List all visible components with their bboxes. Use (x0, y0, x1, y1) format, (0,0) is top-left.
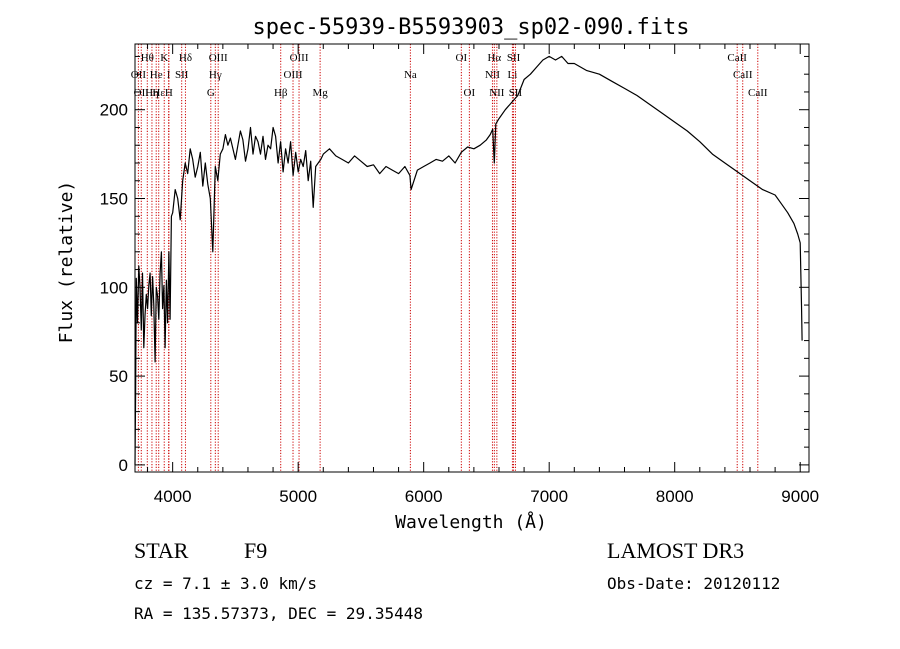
spectrum-plot: spec-55939-B5593903_sp02-090.fits OII OII… (56, 15, 819, 533)
coordinates: RA = 135.57373, DEC = 29.35448 (134, 604, 423, 623)
spectral-line-label: G (207, 87, 215, 99)
spectral-line-label: Mg (312, 87, 328, 99)
redshift-velocity: cz = 7.1 ± 3.0 km/s (134, 574, 318, 593)
y-tick-label: 100 (100, 278, 128, 297)
y-axis-label: Flux (relative) (56, 181, 77, 344)
spectral-line-label: SII (507, 52, 521, 64)
spectral-line-label: Hθ (141, 52, 154, 64)
survey-name: LAMOST DR3 (607, 538, 745, 563)
x-tick-label: 6000 (405, 487, 443, 506)
spectrum-line (134, 55, 803, 465)
spectral-line-label: SII (175, 69, 189, 81)
spectral-line-label: He (150, 69, 163, 81)
y-tick-label: 200 (100, 101, 128, 120)
y-tick-label: 50 (109, 367, 128, 386)
x-tick-label: 9000 (781, 487, 819, 506)
x-axis-label: Wavelength (Å) (395, 511, 547, 533)
x-tick-label: 5000 (279, 487, 317, 506)
spectral-line-label: Hβ (274, 87, 288, 99)
spectral-line-label: OIII (284, 69, 303, 81)
spectral-line-label: Hε (152, 87, 165, 99)
spectral-line-label: Na (404, 69, 417, 81)
spectral-line-label: CaII (727, 52, 747, 64)
object-subclass: F9 (244, 538, 268, 563)
x-tick-label: 8000 (656, 487, 694, 506)
spectral-line-label: CaII (733, 69, 753, 81)
plot-frame (134, 43, 810, 473)
spectral-lines-layer: OIIOIIHθHηHeHεKIHSIIHδGHγOIIIHβOIIIOIIIM… (131, 44, 768, 472)
y-tick-label: 150 (100, 190, 128, 209)
spectral-line-label: K (160, 52, 168, 64)
object-class: STAR (134, 538, 189, 563)
spectral-line-label: OII (134, 87, 150, 99)
spectral-line-label: OIII (209, 52, 228, 64)
spectral-line-label: OI (456, 52, 468, 64)
spectral-line-label: OIII (290, 52, 309, 64)
spectral-line-label: H (165, 87, 173, 99)
chart-title: spec-55939-B5593903_sp02-090.fits (252, 15, 689, 40)
spectral-line-label: NII (485, 69, 501, 81)
observation-date: Obs-Date: 20120112 (607, 574, 781, 593)
spectral-line-label: Hα (487, 52, 501, 64)
spectral-line-label: Hδ (179, 52, 192, 64)
axes-layer: 4000 5000 6000 7000 8000 9000 0 50 100 150 200 (100, 44, 819, 506)
spectral-line-label: Hγ (209, 69, 222, 81)
spectral-line-label: Hη (145, 87, 159, 99)
x-tick-label: 4000 (154, 487, 192, 506)
y-tick-label: 0 (119, 456, 128, 475)
spectral-line-label: SII (509, 87, 523, 99)
spectral-line-label: OII (131, 69, 147, 81)
spectral-line-label: NII (489, 87, 505, 99)
spectral-line-label: CaII (748, 87, 768, 99)
x-tick-label: 7000 (530, 487, 568, 506)
spectral-line-label: OI (464, 87, 476, 99)
series-layer (134, 55, 803, 465)
spectral-line-label: Li (508, 69, 518, 81)
